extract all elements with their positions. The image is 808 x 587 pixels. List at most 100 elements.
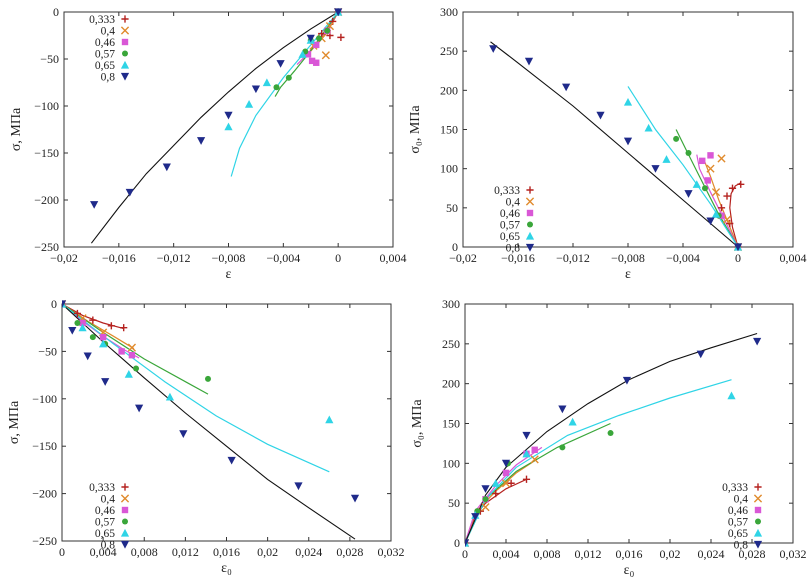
data-point-series-4: [204, 375, 211, 382]
data-point-series-3: [531, 446, 538, 453]
data-point-series-3: [313, 41, 320, 49]
legend-marker: [754, 506, 762, 514]
fit-curve-4: [675, 129, 739, 248]
x-tick-label: −0,004: [666, 251, 700, 265]
data-point-series-5: [711, 210, 721, 218]
y-tick-label: 50: [446, 201, 458, 215]
y-tick-label: −100: [32, 392, 57, 406]
x-tick-label: −0,012: [556, 251, 590, 265]
legend-label: 0,57: [95, 517, 115, 529]
fit-curve-6: [90, 11, 339, 244]
data-point-series-3: [707, 152, 714, 159]
data-point-series-5: [727, 391, 736, 400]
y-tick-label: 0: [452, 240, 458, 254]
data-point-series-6: [196, 137, 206, 145]
fit-curve-3: [696, 154, 739, 248]
data-point-series-4: [607, 430, 614, 437]
x-tick-label: 0,008: [534, 547, 561, 561]
data-point-series-4: [673, 135, 680, 142]
data-point-series-3: [304, 51, 312, 58]
data-point-series-1: [107, 322, 115, 330]
legend-marker: [753, 494, 763, 503]
data-point-series-5: [99, 339, 108, 348]
legend-marker: [121, 15, 129, 23]
x-axis-label: ε: [625, 267, 631, 282]
data-point-series-4: [324, 27, 331, 34]
x-tick-label: 0,024: [698, 547, 725, 561]
y-tick-label: −50: [40, 52, 59, 66]
data-point-series-6: [471, 513, 480, 521]
legend-label: 0,4: [506, 197, 521, 209]
legend-label: 0,57: [95, 49, 115, 61]
data-point-series-1: [492, 490, 500, 498]
x-tick-label: 0,004: [90, 545, 117, 559]
plot-area: [465, 332, 762, 548]
y-tick-label: 0: [51, 297, 57, 311]
data-point-series-5: [522, 449, 531, 458]
data-point-series-6: [276, 60, 285, 68]
data-point-series-6: [83, 352, 92, 361]
data-point-series-2: [711, 188, 721, 197]
plot-area: [489, 41, 745, 252]
data-point-series-5: [78, 323, 87, 332]
legend-label: 0,46: [95, 505, 115, 517]
x-axis-label: ε: [226, 267, 232, 282]
chart-panel-3: 0 0,004 0,008 0,012 0,016 0,02 0,024 0,028 0,032…: [7, 297, 405, 576]
plot-area: [90, 7, 345, 244]
legend-label: 0,46: [500, 208, 520, 220]
data-point-series-4: [273, 84, 280, 91]
x-tick-label: −0,008: [212, 251, 246, 265]
plot-area: [62, 299, 360, 540]
y-tick-label: 50: [448, 496, 460, 510]
legend-marker: [525, 243, 535, 252]
x-tick-label: 0,008: [131, 545, 158, 559]
x-tick-label: 0,02: [257, 545, 278, 559]
chart-panel-2: −0,02 −0,016 −0,012 −0,008 −0,004 0 0,004 0 50 10…: [408, 5, 807, 282]
data-point-series-1: [73, 309, 82, 318]
data-point-series-3: [118, 348, 125, 355]
fit-curve-5: [230, 11, 339, 177]
legend-label: 0,8: [734, 540, 749, 552]
legend-label: 0,8: [101, 72, 116, 84]
data-point-series-6: [227, 456, 236, 465]
data-point-series-6: [465, 539, 470, 548]
y-tick-label: 300: [442, 297, 460, 311]
x-tick-label: −0,02: [50, 251, 78, 265]
y-tick-label: −250: [32, 534, 57, 548]
legend-label: 0,333: [722, 482, 748, 494]
legend-label: 0,333: [89, 482, 115, 494]
data-point-series-5: [298, 50, 307, 58]
legend-marker: [120, 60, 130, 69]
legend-label: 0,8: [506, 243, 521, 255]
legend-label: 0,8: [101, 540, 116, 552]
fit-curve-6: [465, 332, 758, 544]
data-point-series-1: [723, 192, 731, 200]
data-point-series-2: [717, 154, 726, 163]
legend-marker: [754, 483, 762, 491]
legend-marker: [122, 50, 128, 57]
y-axis-label: σ₀, МПа: [408, 105, 423, 154]
data-point-series-2: [321, 51, 330, 60]
data-point-series-3: [79, 319, 86, 327]
x-axis-label: ε₀: [221, 561, 232, 576]
data-point-series-3: [704, 177, 711, 184]
data-point-series-6: [334, 8, 343, 17]
data-point-series-4: [482, 496, 489, 503]
y-tick-label: −50: [38, 344, 57, 358]
legend-marker: [527, 221, 533, 228]
data-point-series-4: [315, 35, 322, 42]
data-point-series-6: [350, 494, 360, 503]
data-point-series-5: [244, 100, 254, 108]
data-point-series-1: [120, 324, 128, 332]
y-tick-label: 0: [454, 536, 460, 550]
y-tick-label: 0: [53, 5, 59, 19]
fit-curve-4: [62, 303, 209, 395]
x-axis-label: ε₀: [624, 563, 635, 578]
fit-curve-4: [465, 422, 611, 544]
x-tick-label: 0,012: [172, 545, 199, 559]
data-point-series-5: [692, 180, 701, 188]
data-point-series-3: [699, 157, 706, 165]
fit-curve-2: [465, 458, 538, 544]
fit-curve-6: [490, 41, 739, 248]
